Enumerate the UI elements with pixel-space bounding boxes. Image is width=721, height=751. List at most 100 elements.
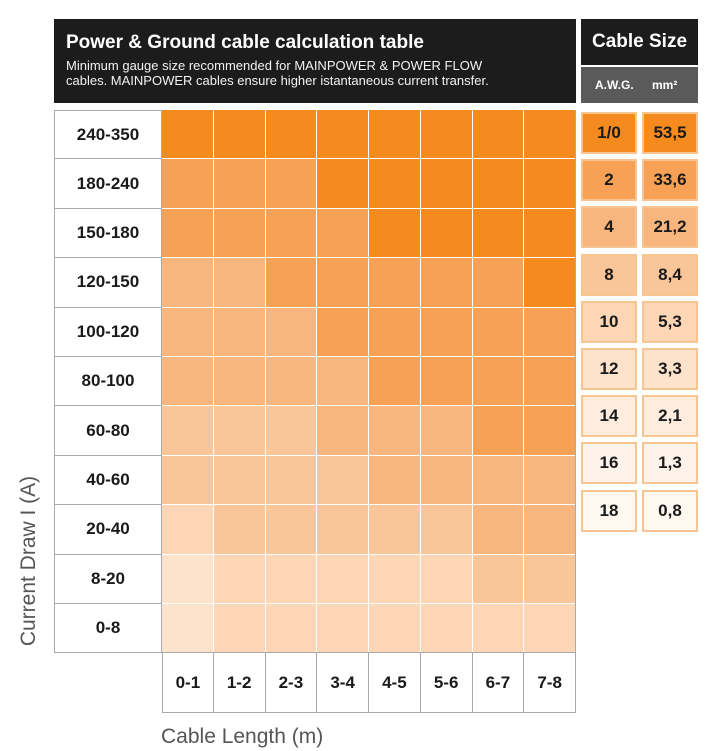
heatmap-cell	[524, 110, 576, 160]
x-tick-label: 0-1	[162, 653, 214, 713]
heatmap-cell	[472, 307, 525, 357]
heatmap-cell	[369, 307, 421, 357]
x-tick-label: 4-5	[369, 653, 421, 713]
heatmap-cell	[420, 505, 473, 555]
heatmap-cell	[162, 258, 214, 308]
legend-row: 12 3,3	[581, 348, 701, 390]
heatmap-cell	[317, 307, 369, 357]
x-tick-label: 7-8	[524, 653, 576, 713]
heatmap-cell	[524, 505, 576, 555]
legend-mm2-value: 21,2	[642, 206, 698, 249]
heatmap-cell	[524, 406, 576, 456]
legend-row: 2 33,6	[581, 159, 701, 202]
legend-awg-value: 8	[581, 253, 637, 296]
y-tick-label: 8-20	[54, 554, 162, 604]
heatmap-cell	[213, 357, 266, 407]
heatmap-cell	[265, 110, 318, 160]
heatmap-cell	[369, 505, 421, 555]
heatmap-cell	[162, 455, 214, 506]
heatmap-cell	[213, 554, 266, 604]
heatmap-cell	[369, 604, 421, 654]
heatmap-cell	[472, 159, 525, 209]
heatmap-cell	[265, 406, 318, 456]
y-tick-label: 100-120	[54, 307, 162, 357]
chart-subtitle-line-1: Minimum gauge size recommended for MAINP…	[66, 58, 483, 73]
heatmap-cell	[524, 208, 576, 259]
heatmap-cell	[472, 110, 525, 160]
heatmap-cell	[317, 455, 369, 506]
heatmap-cell	[524, 258, 576, 308]
legend-row: 10 5,3	[581, 300, 701, 343]
legend-row: 14 2,1	[581, 395, 701, 438]
heatmap-cell	[162, 406, 214, 456]
heatmap-cell	[265, 208, 318, 259]
y-tick-label: 150-180	[54, 208, 162, 259]
heatmap-cell	[317, 357, 369, 407]
heatmap-cell	[317, 505, 369, 555]
legend-mm2-value: 0,8	[642, 489, 698, 532]
heatmap-cell	[213, 208, 266, 259]
heatmap-cell	[472, 505, 525, 555]
x-tick-labels: 0-1 1-2 2-3 3-4 4-5 5-6 6-7 7-8	[162, 653, 576, 713]
heatmap-cell	[265, 604, 318, 654]
heatmap-cell	[369, 406, 421, 456]
chart-title: Power & Ground cable calculation table	[66, 32, 424, 53]
y-tick-label: 40-60	[54, 455, 162, 506]
heatmap-cell	[524, 455, 576, 506]
heatmap-cell	[524, 604, 576, 654]
x-tick-label: 6-7	[472, 653, 525, 713]
heatmap-cell	[162, 208, 214, 259]
heatmap-cell	[265, 307, 318, 357]
heatmap-cell	[317, 159, 369, 209]
heatmap-cell	[472, 554, 525, 604]
heatmap-cell	[420, 159, 473, 209]
legend-row: 4 21,2	[581, 206, 701, 249]
heatmap-cell	[369, 554, 421, 604]
chart-subtitle-line-2: cables. MAINPOWER cables ensure higher i…	[66, 73, 489, 88]
heatmap-cell	[472, 604, 525, 654]
heatmap-cell	[213, 604, 266, 654]
heatmap-cell	[472, 357, 525, 407]
x-tick-label: 3-4	[317, 653, 369, 713]
x-tick-label: 1-2	[213, 653, 266, 713]
heatmap-cell	[420, 455, 473, 506]
y-tick-label: 80-100	[54, 357, 162, 407]
heatmap-cell	[317, 554, 369, 604]
legend-row: 8 8,4	[581, 253, 701, 296]
heatmap-cell	[524, 357, 576, 407]
heatmap-cell	[162, 505, 214, 555]
heatmap-cell	[369, 357, 421, 407]
heatmap-cell	[213, 406, 266, 456]
legend-column-header: A.W.G. mm²	[581, 67, 698, 103]
legend-mm2-value: 2,1	[642, 395, 698, 438]
legend-mm2-value: 3,3	[642, 348, 698, 390]
legend-awg-value: 10	[581, 300, 637, 343]
heatmap-cell	[420, 258, 473, 308]
heatmap-cell	[317, 604, 369, 654]
chart-title-box: Power & Ground cable calculation table M…	[54, 19, 576, 103]
heatmap-cell	[420, 554, 473, 604]
legend-awg-value: 14	[581, 395, 637, 438]
heatmap-cell	[369, 110, 421, 160]
heatmap-cell	[317, 406, 369, 456]
heatmap-cell	[524, 307, 576, 357]
y-axis-label: Current Draw I (A)	[17, 475, 40, 647]
heatmap-cell	[472, 455, 525, 506]
legend-mm2-value: 53,5	[642, 112, 698, 154]
y-tick-label: 20-40	[54, 505, 162, 555]
legend-mm2-header: mm²	[652, 78, 678, 92]
heatmap-cell	[420, 357, 473, 407]
heatmap-cell	[265, 455, 318, 506]
heatmap-cell	[213, 505, 266, 555]
legend-mm2-value: 5,3	[642, 300, 698, 343]
heatmap-cell	[317, 208, 369, 259]
heatmap-cell	[420, 406, 473, 456]
legend-awg-value: 1/0	[581, 112, 637, 154]
legend-title: Cable Size	[581, 19, 698, 65]
heatmap-cell	[369, 159, 421, 209]
heatmap-cell	[213, 307, 266, 357]
heatmap-cell	[265, 159, 318, 209]
heatmap-cell	[213, 110, 266, 160]
x-tick-label: 2-3	[265, 653, 318, 713]
heatmap-cell	[213, 159, 266, 209]
